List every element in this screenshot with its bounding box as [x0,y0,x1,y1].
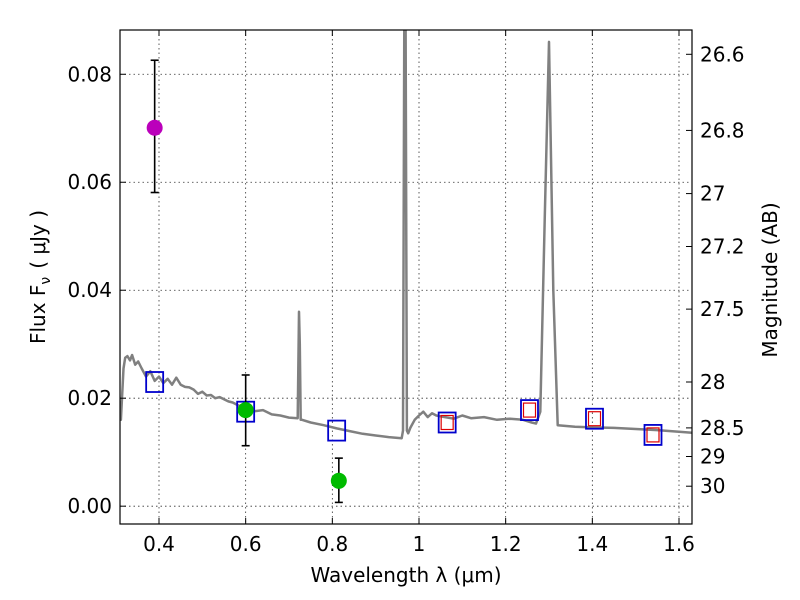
model-square [327,419,347,442]
x-tick-label: 1.2 [490,532,522,556]
y2-tick-label: 26.8 [700,118,745,142]
observed-point [237,402,254,419]
model-inner-square [522,402,537,418]
observed-point [330,472,347,489]
y2-tick-label: 26.6 [700,42,745,66]
x-axis-title: Wavelength λ (μm) [310,563,501,587]
ticks: 0.4 0.6 0.8 1 1.2 1.4 1.6 0.00 0.02 0.04 0.06 0.08 2… [67,30,745,556]
x-tick-label: 0.8 [316,532,348,556]
model-square [145,371,165,393]
model-inner-square [440,414,454,431]
svg-text:Flux Fν( μJy ): Flux Fν ( μJy ) [26,210,54,344]
x-tick-label: 1.6 [663,532,695,556]
x-tick-label: 0.6 [230,532,262,556]
y2-tick-label: 28.5 [700,416,745,440]
y2-tick-label: 30 [700,474,725,498]
model-square [585,407,604,430]
y-axis-title-subscript: ν [38,277,54,285]
series [120,30,692,504]
x-tick-label: 1.4 [576,532,608,556]
model-square [437,411,457,434]
y-axis-title-main: Flux F [26,285,50,344]
x-tick-label: 0.4 [143,532,175,556]
sed-line [120,30,692,440]
x-tick-label: 1 [413,532,426,556]
y-axis-title-unit: ( μJy ) [26,210,50,269]
y-tick-label: 0.02 [67,386,112,410]
grid [120,30,692,524]
y-tick-label: 0.08 [67,62,112,86]
y2-tick-label: 27.2 [700,234,745,258]
y-tick-label: 0.00 [67,494,112,518]
model-square [520,399,539,421]
model-inner-square [646,427,660,443]
y-axis-title: Flux Fν ( μJy ) [26,210,54,344]
y2-tick-label: 29 [700,445,725,469]
plot-frame [119,29,693,525]
y2-tick-label: 27 [700,182,725,206]
y2-axis-title: Magnitude (AB) [758,202,782,357]
y-tick-label: 0.06 [67,170,112,194]
y2-tick-label: 27.5 [700,297,745,321]
y2-tick-label: 28 [700,370,725,394]
observed-point [146,119,163,136]
model-square [643,424,663,446]
model-inner-square [587,411,602,427]
y-tick-label: 0.04 [67,278,112,302]
